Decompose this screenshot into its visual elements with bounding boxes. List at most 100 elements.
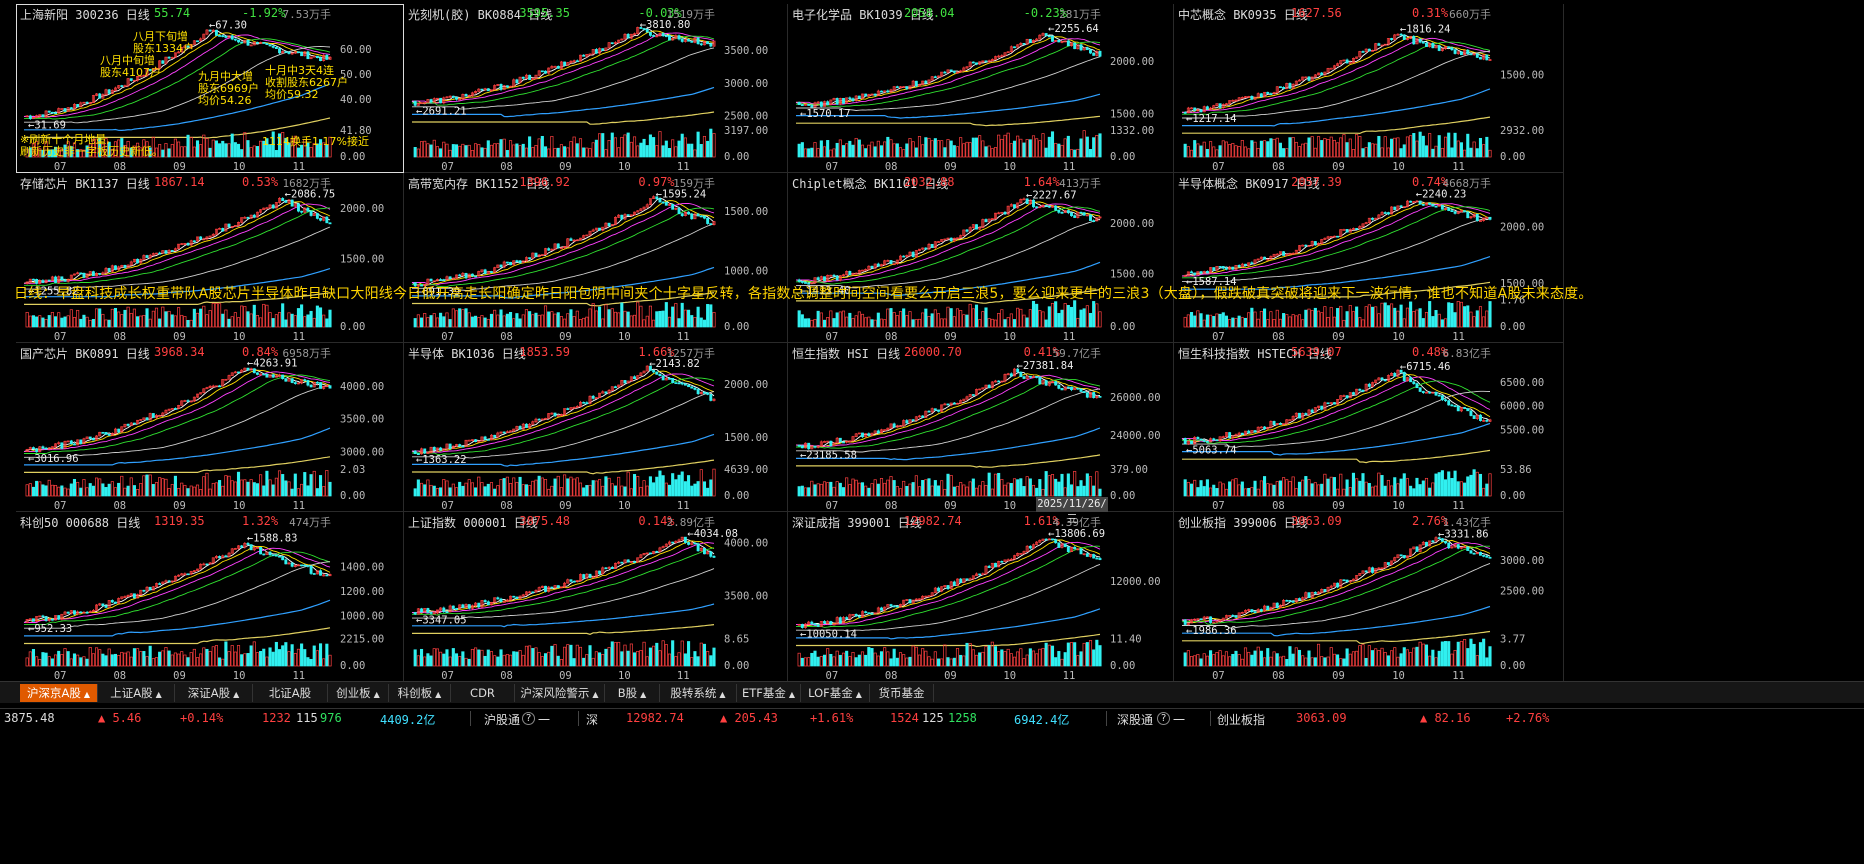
market-tab[interactable]: CDR: [451, 684, 515, 702]
candle: [265, 551, 269, 555]
candle: [832, 622, 836, 626]
volume-bar: [800, 314, 804, 328]
chart-panel[interactable]: 2000.00 1500.00 1332.00 0.00 07 08 09 10 11 ←2255…: [788, 4, 1174, 173]
volume-bar: [505, 150, 509, 158]
chart-panel[interactable]: 6500.00 6000.00 5500.00 53.86 0.00 07 08 09 10 11…: [1174, 343, 1564, 512]
market-tab[interactable]: B股 ▲: [605, 684, 660, 702]
candle: [486, 600, 490, 606]
chart-panel[interactable]: 2000.00 1500.00 1.76 0.00 07 08 09 10 11 ←2240.23…: [1174, 173, 1564, 343]
market-tab[interactable]: 货币基金: [870, 684, 934, 702]
volume-bar: [1390, 138, 1394, 158]
candle: [857, 615, 861, 619]
volume-bar: [898, 311, 903, 328]
market-tab[interactable]: 股转系统 ▲: [660, 684, 737, 702]
volume-bar: [1240, 317, 1244, 328]
volume-bar: [287, 312, 291, 328]
candle: [268, 374, 272, 378]
chart-panel[interactable]: 1400.00 1200.00 1000.00 2215.00 0.00 07 08 09 10…: [16, 512, 404, 682]
volume-bar: [629, 488, 633, 497]
kline-chart[interactable]: 26000.0024000.00379.000.000708091011←273…: [788, 343, 1174, 512]
chart-panel[interactable]: 3500.00 3000.00 2500.00 3197.00 0.00 07 08 09 10…: [404, 4, 788, 173]
chart-panel[interactable]: 12000.00 11.40 0.00 07 08 09 10 11 ←13806.69 ←100…: [788, 512, 1174, 682]
volume-bar: [290, 644, 294, 667]
market-tab[interactable]: ETF基金 ▲: [737, 684, 801, 702]
candle: [537, 254, 541, 258]
candle: [1434, 536, 1438, 542]
candle: [699, 42, 703, 46]
candle: [804, 103, 807, 106]
help-icon[interactable]: ?: [522, 712, 535, 725]
chart-panel[interactable]: 1500.00 1000.00 0.00 07 08 09 10 11 ←1595.24 ←891…: [404, 173, 788, 343]
candle: [693, 212, 697, 220]
volume-bar: [582, 317, 586, 328]
hgt-label[interactable]: 沪股通: [484, 713, 521, 727]
moving-average-line: [412, 30, 715, 104]
chart-panel[interactable]: 2000.00 1500.00 0.00 07 08 09 10 11 ←2086.75 ←125…: [16, 173, 404, 343]
volume-bar: [88, 143, 92, 158]
market-tab[interactable]: 深证A股 ▲: [175, 684, 253, 702]
chart-panel[interactable]: 26000.0024000.00379.000.000708091011←273…: [788, 343, 1174, 512]
moving-average-line: [24, 117, 331, 139]
candle: [1079, 388, 1083, 392]
market-tab[interactable]: LOF基金 ▲: [801, 684, 870, 702]
chart-panel[interactable]: 1500.00 2932.00 0.00 07 08 09 10 11 ←1816.24 ←121…: [1174, 4, 1564, 173]
market-tab[interactable]: 上证A股 ▲: [98, 684, 175, 702]
market-tab[interactable]: 创业板 ▲: [328, 684, 389, 702]
volume-bar: [1437, 135, 1441, 158]
volume-bar: [328, 481, 332, 497]
volume-bar: [959, 482, 963, 497]
candle: [1298, 412, 1301, 419]
chart-panel[interactable]: 4000.00 3500.00 8.65 0.00 07 08 09 10 11 ←4034.08…: [404, 512, 788, 682]
volume-bar: [927, 656, 931, 667]
candle: [1425, 202, 1428, 206]
volume-bar: [1326, 478, 1330, 497]
x-tick-label: 11: [1452, 331, 1465, 343]
candle: [826, 274, 830, 282]
market-tab[interactable]: 沪深京A股 ▲: [20, 684, 98, 702]
chart-panel[interactable]: 60.00 50.00 40.00 41.80 0.00 07 08 09 10 11 ←67.30…: [16, 4, 404, 173]
candle: [566, 578, 570, 584]
candle: [943, 585, 947, 589]
candle: [1361, 570, 1365, 574]
volume-bar: [72, 142, 77, 158]
volume-bar: [265, 656, 269, 667]
volume-bar: [524, 645, 528, 667]
market-tab[interactable]: 科创板 ▲: [389, 684, 451, 702]
high-annotation: ←1816.24: [1400, 24, 1451, 36]
candle: [943, 402, 947, 406]
candle: [233, 547, 237, 550]
y-tick-label: 4000.00: [724, 538, 768, 550]
volume-bar: [1434, 145, 1438, 158]
candle: [486, 88, 490, 92]
sgt-label[interactable]: 深股通: [1117, 713, 1154, 727]
candle: [101, 603, 105, 607]
volume-bar: [696, 481, 700, 497]
market-tab[interactable]: 北证A股: [253, 684, 328, 702]
help-icon[interactable]: ?: [1157, 712, 1170, 725]
market-tab[interactable]: 沪深风险警示 ▲: [515, 684, 605, 702]
volume-bar: [423, 140, 427, 158]
volume-bar: [696, 131, 700, 158]
chart-panel[interactable]: 2000.00 1500.00 4639.00 0.00 07 08 09 10 11 ←2143…: [404, 343, 788, 512]
chart-panel[interactable]: 4000.00 3500.00 3000.00 2.03 0.00 07 08 09 10 11 ←…: [16, 343, 404, 512]
volume-bar: [629, 643, 633, 667]
chart-panel[interactable]: 2000.00 1500.00 0.00 07 08 09 10 11 ←2227.67 ←141…: [788, 173, 1174, 343]
candle: [1336, 62, 1340, 67]
chart-panel[interactable]: 3000.00 2500.00 3.77 0.00 07 08 09 10 11 ←3331.86…: [1174, 512, 1564, 682]
volume-bar: [531, 314, 535, 328]
